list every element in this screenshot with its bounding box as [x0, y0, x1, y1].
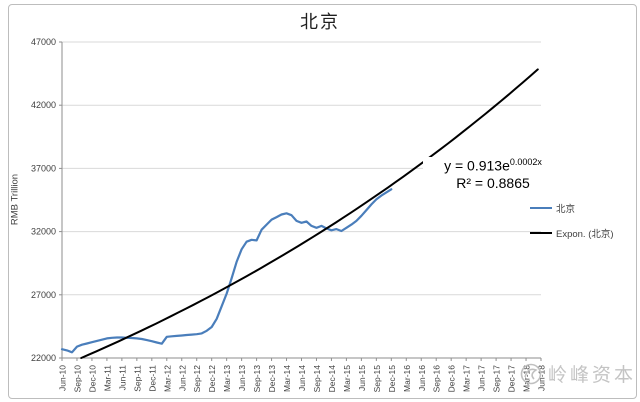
x-axis-tick-label: Sep-15 [372, 365, 382, 393]
x-axis-tick-label: Mar-16 [402, 365, 412, 392]
trendline [80, 68, 539, 359]
x-axis-tick-label: Jun-17 [477, 365, 487, 391]
x-axis-tick-label: Dec-11 [147, 365, 157, 392]
y-axis-tick-label: 32000 [31, 227, 56, 237]
legend-label-expon: Expon. (北京) [556, 229, 614, 240]
chart-title: 北京 [300, 12, 340, 32]
r-squared-label: R² = 0.8865 [456, 175, 530, 192]
x-axis-tick-label: Mar-18 [522, 365, 532, 392]
x-axis-tick-label: Mar-14 [282, 365, 292, 392]
chart-border [8, 4, 637, 399]
x-axis-tick-label: Dec-13 [267, 365, 277, 393]
legend-item-beijing: 北京 [530, 201, 614, 215]
legend-item-expon: Expon. (北京) [530, 226, 614, 240]
x-axis-tick-label: Sep-17 [492, 365, 502, 393]
x-axis-tick-label: Dec-16 [447, 365, 457, 393]
x-axis-tick-label: Mar-15 [342, 365, 352, 392]
x-axis-tick-label: Sep-12 [192, 365, 202, 393]
y-axis-tick-label: 37000 [31, 163, 56, 173]
trendline-swatch [530, 232, 552, 234]
x-axis-tick-label: Dec-12 [207, 365, 217, 393]
watermark: 岭峰资本 [518, 360, 636, 387]
y-axis-tick-label: 22000 [31, 353, 56, 363]
y-axis-tick-label: 42000 [31, 100, 56, 110]
legend-label-beijing: 北京 [556, 204, 576, 215]
equation-exponent: 0.0002x [509, 157, 542, 167]
y-axis-tick-label: 27000 [31, 290, 56, 300]
legend: 北京 Expon. (北京) [530, 201, 614, 240]
beijing-series-line [60, 188, 393, 354]
x-axis-tick-label: Sep-10 [72, 365, 82, 393]
x-axis-tick-label: Dec-10 [87, 365, 97, 393]
x-axis-tick-label: Sep-11 [132, 365, 142, 392]
y-axis-tick-label: 47000 [31, 37, 56, 47]
x-axis-tick-label: Jun-14 [297, 365, 307, 391]
x-axis-tick-label: Jun-10 [58, 365, 68, 391]
x-axis-tick-label: Mar-12 [162, 365, 172, 392]
x-axis-tick-label: Sep-13 [252, 365, 262, 393]
x-axis-tick-label: Jun-18 [537, 365, 547, 391]
x-axis-tick-label: Dec-17 [507, 365, 517, 393]
x-axis-tick-label: Jun-12 [177, 365, 187, 391]
x-axis-tick-label: Jun-13 [237, 365, 247, 391]
y-axis-title: RMB Trillion [9, 173, 21, 226]
x-axis-tick-label: Jun-15 [357, 365, 367, 391]
watermark-text: 岭峰资本 [547, 365, 636, 386]
equation-base: y = 0.913e [444, 157, 510, 174]
x-axis-tick-label: Mar-13 [222, 365, 232, 392]
x-axis-tick-label: Dec-14 [327, 365, 337, 393]
beijing-series-swatch [530, 207, 552, 209]
trendline-equation: y = 0.913e0.0002x R² = 0.8865 [423, 157, 563, 193]
x-axis-tick-label: Dec-15 [387, 365, 397, 393]
x-axis-tick-label: Sep-16 [432, 365, 442, 393]
x-axis-tick-label: Mar-11 [102, 365, 112, 392]
x-axis-tick-label: Jun-16 [417, 365, 427, 391]
watermark-logo-icon [520, 363, 542, 384]
x-axis-tick-label: Jun-11 [117, 365, 127, 391]
x-axis-tick-label: Sep-14 [312, 365, 322, 393]
x-axis-tick-label: Mar-17 [462, 365, 472, 392]
